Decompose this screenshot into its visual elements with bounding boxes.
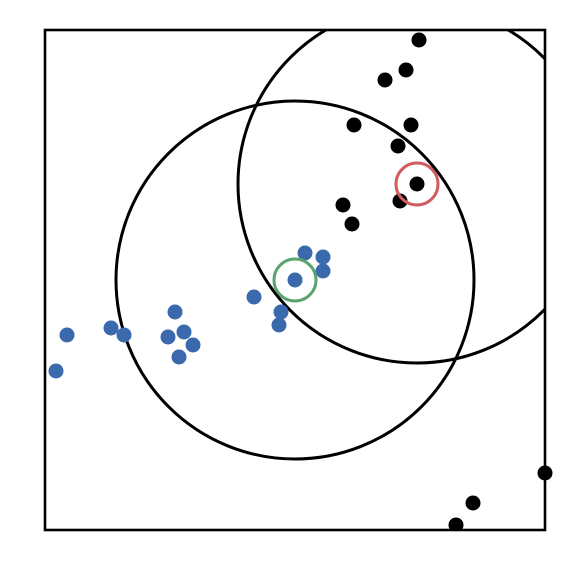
blue-data-point (186, 338, 201, 353)
blue-data-point (104, 321, 119, 336)
black-data-point (345, 217, 360, 232)
blue-data-point (172, 350, 187, 365)
black-data-point (347, 118, 362, 133)
black-data-point (410, 177, 425, 192)
blue-data-point (272, 318, 287, 333)
blue-data-point (274, 305, 289, 320)
black-data-point (391, 139, 406, 154)
blue-data-point (60, 328, 75, 343)
black-data-point (378, 73, 393, 88)
blue-data-point (316, 264, 331, 279)
black-data-point (466, 496, 481, 511)
black-data-point (404, 118, 419, 133)
blue-data-point (49, 364, 64, 379)
blue-data-point (316, 250, 331, 265)
black-data-point (336, 198, 351, 213)
blue-data-point (161, 330, 176, 345)
blue-data-point (168, 305, 183, 320)
blue-data-point (117, 328, 132, 343)
black-data-point (412, 33, 427, 48)
blue-data-point (247, 290, 262, 305)
black-data-point (399, 63, 414, 78)
blue-data-point (288, 273, 303, 288)
blue-data-point (177, 325, 192, 340)
